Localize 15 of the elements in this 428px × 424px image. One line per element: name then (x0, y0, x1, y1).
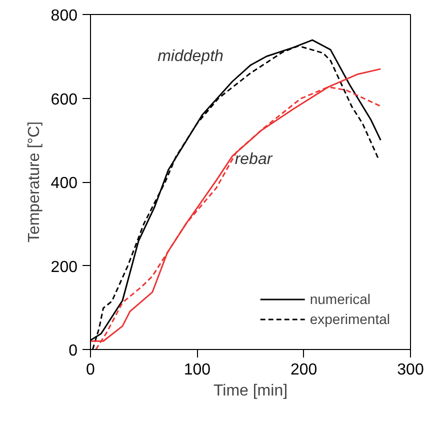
y-axis-title: Temperature [°C] (26, 121, 43, 243)
legend-label: experimental (310, 311, 390, 327)
y-tick-label: 0 (68, 342, 78, 360)
x-tick-label: 200 (290, 362, 318, 378)
x-tick-label: 300 (397, 362, 424, 378)
x-tick-label: 0 (86, 362, 96, 378)
annotation: rebar (234, 151, 273, 168)
x-tick-label: 100 (184, 362, 211, 378)
x-axis-title: Time [min] (213, 382, 288, 400)
legend-label: numerical (310, 291, 371, 307)
y-tick-label: 400 (50, 175, 78, 192)
annotation: middepth (158, 48, 224, 65)
y-tick-label: 800 (50, 8, 78, 24)
y-tick-label: 600 (50, 91, 78, 108)
y-tick-label: 200 (50, 258, 78, 276)
